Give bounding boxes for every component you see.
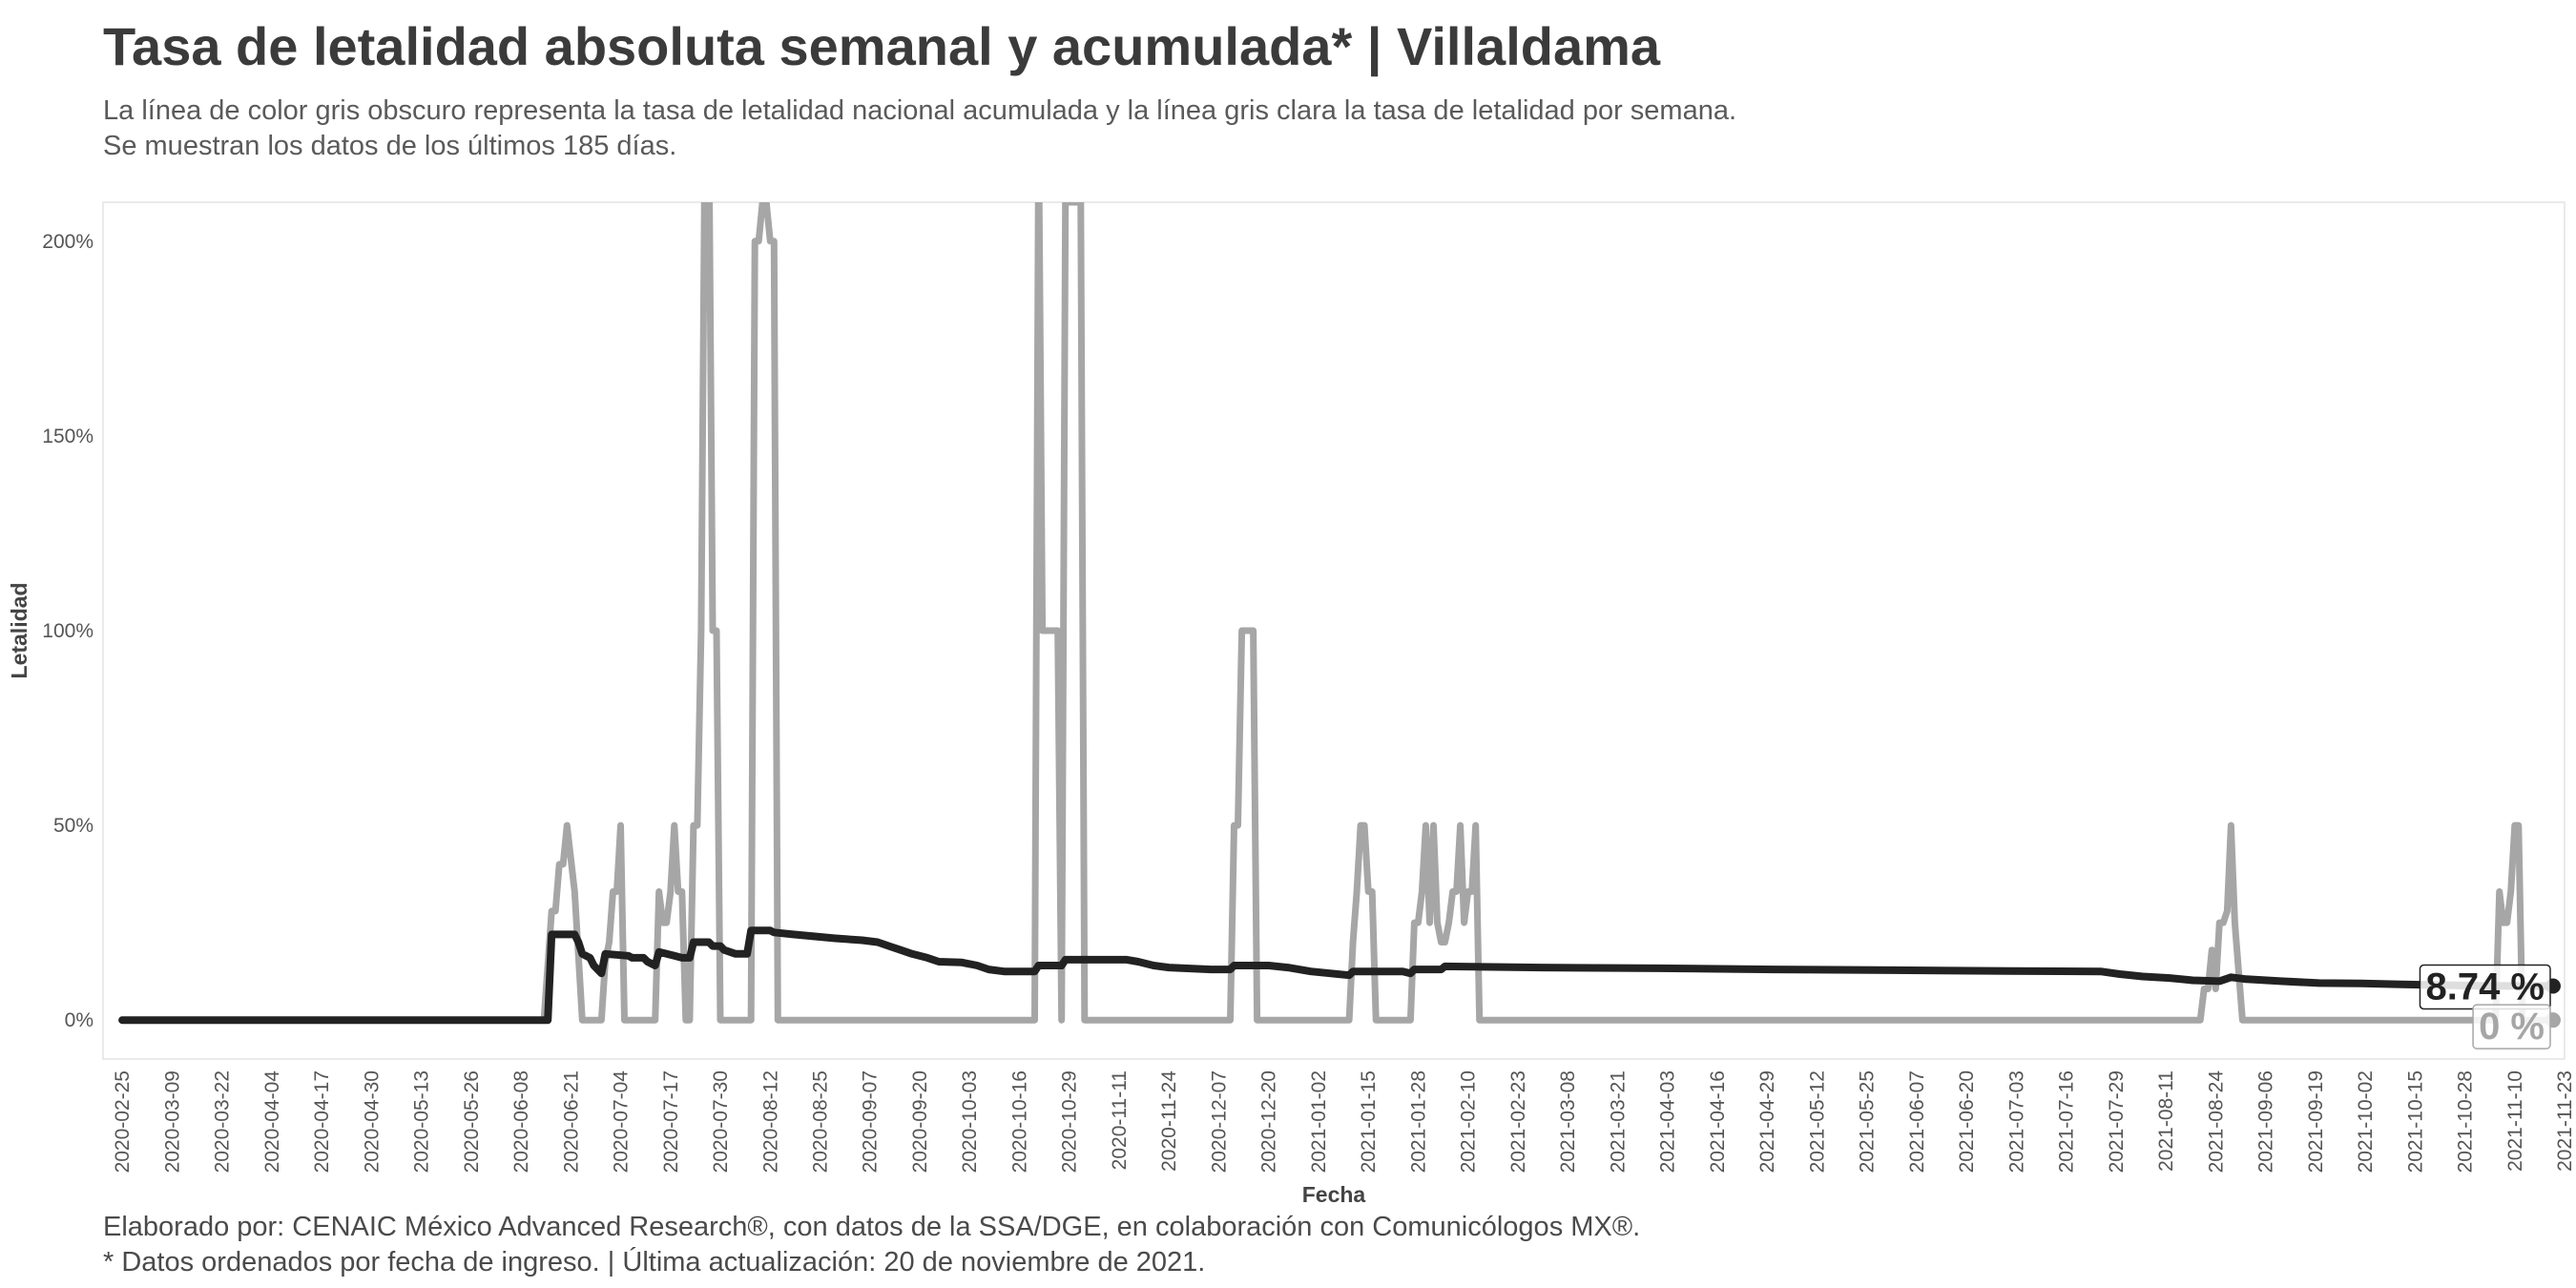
y-tick-label: 100% (42, 620, 93, 642)
x-tick-label: 2021-01-15 (1358, 1070, 1380, 1173)
subtitle-line: La línea de color gris obscuro represent… (103, 95, 1737, 126)
x-tick-label: 2021-08-24 (2205, 1070, 2227, 1174)
x-tick-label: 2021-07-16 (2056, 1070, 2078, 1173)
x-tick-label: 2020-12-20 (1258, 1070, 1280, 1173)
x-tick-label: 2020-03-09 (161, 1070, 183, 1173)
caption-line: * Datos ordenados por fecha de ingreso. … (103, 1247, 1206, 1278)
x-tick-label: 2021-07-29 (2106, 1070, 2128, 1173)
x-tick-label: 2020-09-20 (909, 1070, 931, 1173)
x-tick-label: 2020-12-07 (1208, 1070, 1230, 1173)
x-tick-label: 2020-04-30 (361, 1070, 383, 1173)
x-tick-label: 2021-04-29 (1756, 1070, 1778, 1173)
x-tick-label: 2020-03-22 (212, 1070, 234, 1173)
x-tick-label: 2020-10-03 (959, 1070, 981, 1173)
chart-subtitle: La línea de color gris obscuro represent… (103, 93, 1736, 164)
y-tick-label: 200% (42, 231, 93, 253)
x-tick-label: 2020-04-17 (311, 1070, 333, 1173)
end-label-weekly: 0 % (2479, 1006, 2545, 1048)
series-line-accumulated (118, 926, 2557, 1025)
x-tick-label: 2021-02-10 (1458, 1070, 1480, 1173)
x-tick-label: 2021-04-16 (1707, 1070, 1729, 1173)
x-tick-label: 2021-10-15 (2404, 1070, 2426, 1173)
x-tick-label: 2020-07-04 (611, 1070, 633, 1174)
x-tick-label: 2021-11-23 (2554, 1070, 2576, 1172)
x-tick-label: 2020-06-21 (560, 1070, 582, 1173)
x-tick-label: 2021-04-03 (1657, 1070, 1679, 1173)
x-tick-label: 2021-11-10 (2504, 1070, 2526, 1172)
chart-title: Tasa de letalidad absoluta semanal y acu… (103, 16, 1661, 76)
series-group (118, 202, 2557, 1025)
x-tick-label: 2021-01-28 (1407, 1070, 1429, 1173)
x-tick-label: 2020-10-16 (1008, 1070, 1030, 1173)
x-tick-label: 2021-09-19 (2305, 1070, 2327, 1173)
x-axis-title: Fecha (1302, 1182, 1366, 1207)
x-tick-label: 2021-10-28 (2455, 1070, 2477, 1173)
x-tick-label: 2021-06-07 (1906, 1070, 1928, 1173)
x-tick-label: 2020-02-25 (112, 1070, 134, 1173)
x-tick-label: 2020-09-07 (860, 1070, 882, 1173)
x-tick-label: 2021-01-02 (1308, 1070, 1330, 1173)
x-tick-label: 2021-05-12 (1806, 1070, 1828, 1173)
y-tick-label: 0% (65, 1009, 93, 1031)
x-tick-label: 2021-03-08 (1557, 1070, 1579, 1173)
x-tick-label: 2021-07-03 (2005, 1070, 2027, 1173)
plot-border (102, 201, 2566, 1060)
subtitle-line: Se muestran los datos de los últimos 185… (103, 131, 677, 161)
chart-caption: Elaborado por: CENAIC México Advanced Re… (103, 1210, 1640, 1280)
x-tick-label: 2021-03-21 (1607, 1070, 1629, 1173)
x-tick-label: 2020-11-11 (1109, 1070, 1131, 1170)
y-tick-label: 50% (53, 815, 93, 837)
end-label-box-weekly (2472, 1004, 2551, 1049)
x-tick-label: 2020-04-04 (261, 1070, 283, 1174)
x-tick-label: 2021-10-02 (2355, 1070, 2377, 1173)
y-axis-title: Letalidad (7, 583, 31, 679)
x-tick-label: 2020-08-25 (809, 1070, 831, 1173)
y-tick-label: 150% (42, 426, 93, 447)
caption-line: Elaborado por: CENAIC México Advanced Re… (103, 1212, 1641, 1242)
x-tick-label: 2020-11-24 (1158, 1070, 1180, 1172)
x-tick-label: 2020-05-13 (411, 1070, 433, 1173)
x-tick-label: 2020-05-26 (461, 1070, 483, 1173)
x-tick-label: 2020-06-08 (510, 1070, 532, 1173)
x-tick-label: 2020-08-12 (759, 1070, 781, 1173)
x-tick-label: 2021-05-25 (1857, 1070, 1879, 1173)
x-tick-label: 2020-07-30 (710, 1070, 732, 1173)
end-label-accumulated: 8.74 % (2425, 966, 2545, 1008)
x-tick-label: 2021-06-20 (1956, 1070, 1978, 1173)
x-tick-label: 2021-08-11 (2155, 1070, 2177, 1172)
x-tick-label: 2020-07-17 (660, 1070, 682, 1173)
x-tick-label: 2020-10-29 (1059, 1070, 1081, 1173)
x-tick-label: 2021-09-06 (2255, 1070, 2277, 1173)
series-line-weekly (118, 202, 2557, 1024)
x-tick-label: 2021-02-23 (1507, 1070, 1529, 1173)
